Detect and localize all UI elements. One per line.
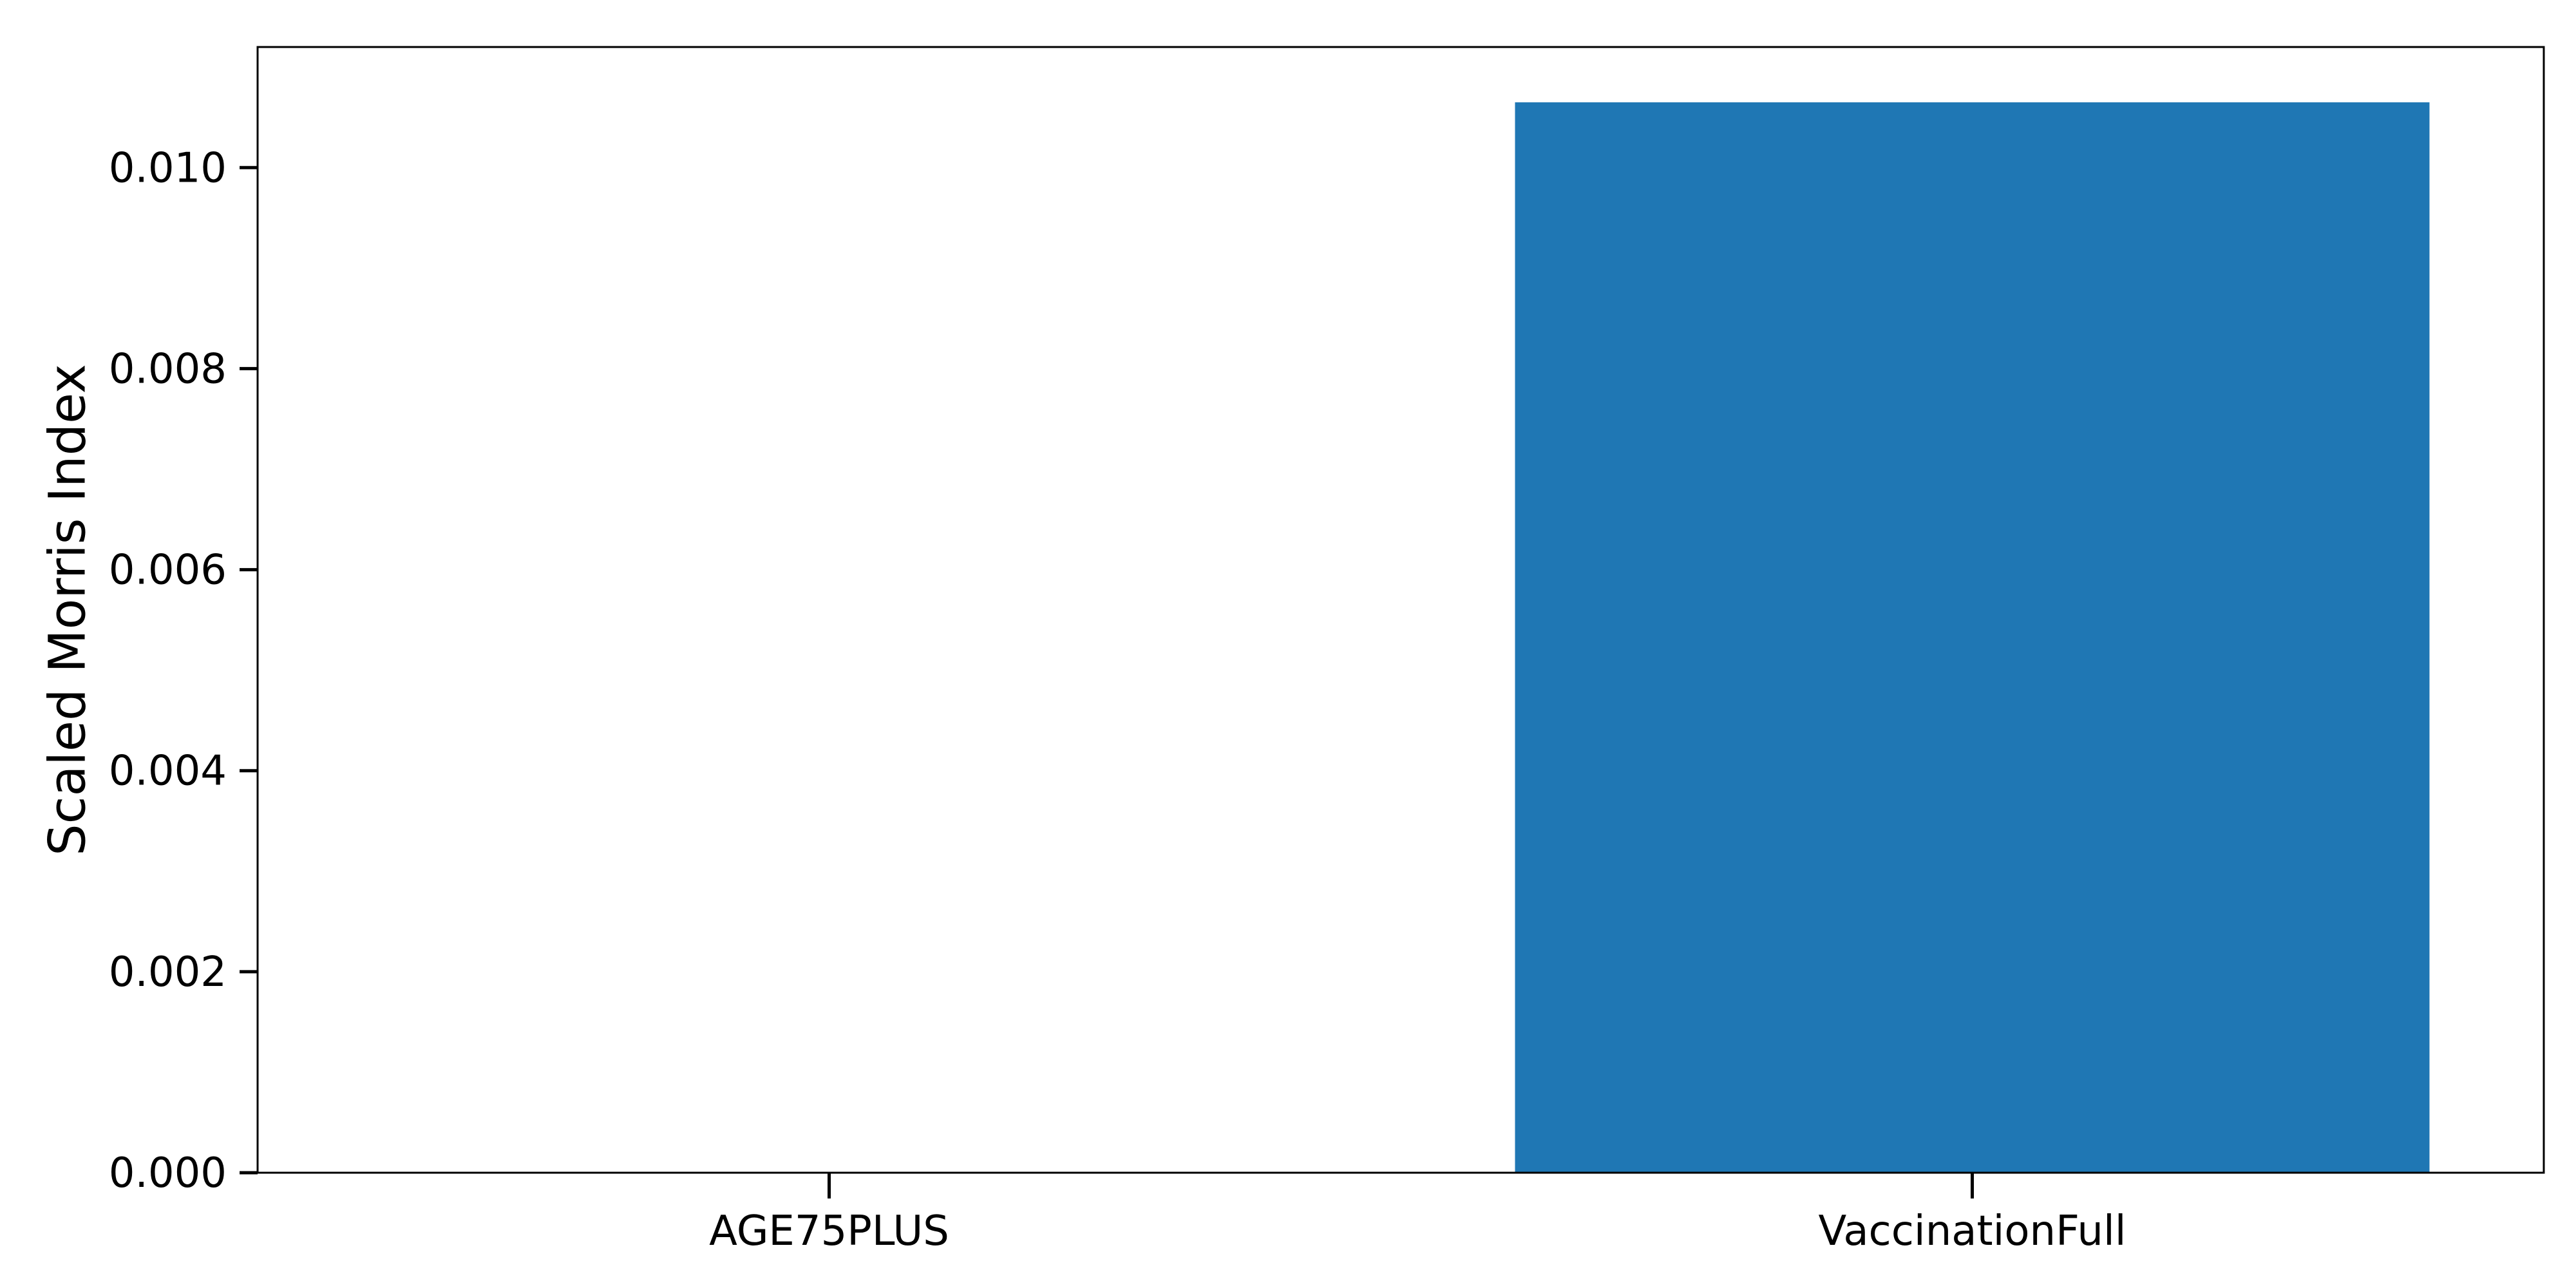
y-axis: 0.000 0.002 0.004 0.006 0.008 0.010: [109, 144, 258, 1197]
y-axis-label: Scaled Morris Index: [39, 364, 97, 856]
y-tick-label: 0.010: [109, 144, 227, 192]
bar-vaccinationfull: [1515, 102, 2430, 1173]
y-tick-label: 0.008: [109, 345, 227, 393]
y-tick-label: 0.000: [109, 1150, 227, 1197]
plot-frame: [256, 46, 2545, 1174]
x-tick-label: VaccinationFull: [1819, 1208, 2126, 1255]
bars-layer: [1515, 102, 2430, 1173]
y-tick-label: 0.002: [109, 949, 227, 996]
y-tick-label: 0.006: [109, 547, 227, 594]
x-axis: AGE75PLUS VaccinationFull: [709, 1173, 2126, 1255]
y-tick-label: 0.004: [109, 748, 227, 795]
x-tick-label: AGE75PLUS: [709, 1208, 949, 1255]
